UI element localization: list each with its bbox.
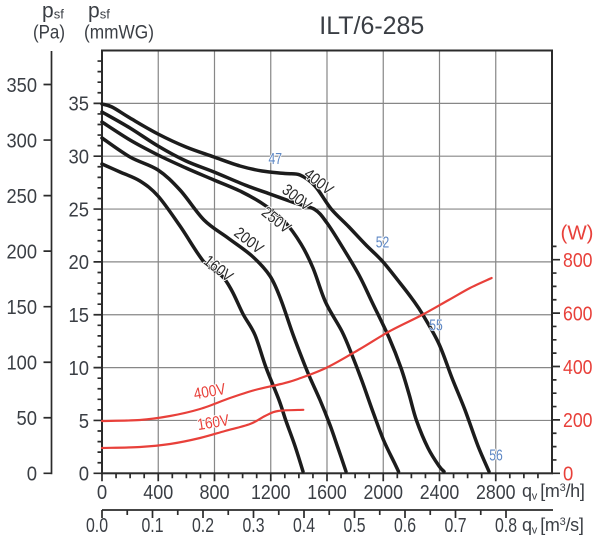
svg-text:0.6: 0.6	[394, 514, 416, 537]
svg-text:5: 5	[79, 410, 89, 433]
svg-text:0.1: 0.1	[142, 514, 164, 537]
svg-text:50: 50	[17, 407, 38, 430]
svg-text:350: 350	[7, 74, 38, 97]
svg-text:300: 300	[7, 129, 38, 152]
svg-text:0.3: 0.3	[243, 514, 265, 537]
svg-text:0.4: 0.4	[293, 514, 315, 537]
svg-text:psf: psf	[42, 0, 64, 23]
svg-text:35: 35	[69, 93, 90, 116]
svg-text:2000: 2000	[364, 481, 404, 504]
svg-text:55: 55	[429, 318, 443, 335]
svg-text:2800: 2800	[476, 481, 516, 504]
svg-text:psf: psf	[88, 0, 110, 23]
svg-text:ILT/6-285: ILT/6-285	[319, 12, 424, 40]
svg-text:qv [m3/h]: qv [m3/h]	[522, 481, 585, 503]
svg-text:10: 10	[69, 357, 90, 380]
svg-text:200: 200	[7, 240, 38, 263]
svg-text:800: 800	[200, 481, 230, 504]
svg-text:20: 20	[69, 251, 90, 274]
svg-text:0.7: 0.7	[445, 514, 467, 537]
svg-text:400: 400	[143, 481, 173, 504]
svg-text:25: 25	[69, 198, 90, 221]
svg-text:160V: 160V	[196, 412, 231, 434]
svg-text:0: 0	[563, 463, 573, 486]
svg-text:0: 0	[97, 481, 107, 504]
svg-text:600: 600	[563, 302, 593, 325]
svg-text:(Pa): (Pa)	[33, 23, 65, 44]
svg-text:100: 100	[7, 352, 38, 375]
svg-text:15: 15	[69, 304, 90, 327]
svg-text:47: 47	[268, 151, 282, 168]
svg-text:56: 56	[489, 448, 503, 465]
svg-text:0.0: 0.0	[86, 514, 108, 537]
svg-text:0.5: 0.5	[344, 514, 366, 537]
svg-text:200: 200	[563, 409, 593, 432]
svg-text:52: 52	[376, 235, 390, 252]
svg-text:0: 0	[27, 463, 37, 486]
svg-text:250: 250	[7, 185, 38, 208]
svg-text:150: 150	[7, 296, 38, 319]
svg-text:800: 800	[563, 249, 593, 272]
svg-text:0: 0	[79, 463, 89, 486]
svg-text:(W): (W)	[561, 222, 594, 245]
svg-text:400: 400	[563, 356, 593, 379]
svg-text:qv [m3/s]: qv [m3/s]	[522, 515, 584, 537]
svg-text:1200: 1200	[251, 481, 291, 504]
svg-text:(mmWG): (mmWG)	[84, 23, 154, 44]
svg-text:30: 30	[69, 146, 90, 169]
svg-text:1600: 1600	[307, 481, 347, 504]
svg-text:0.2: 0.2	[192, 514, 214, 537]
svg-text:0.8: 0.8	[495, 514, 517, 537]
svg-text:2400: 2400	[420, 481, 460, 504]
